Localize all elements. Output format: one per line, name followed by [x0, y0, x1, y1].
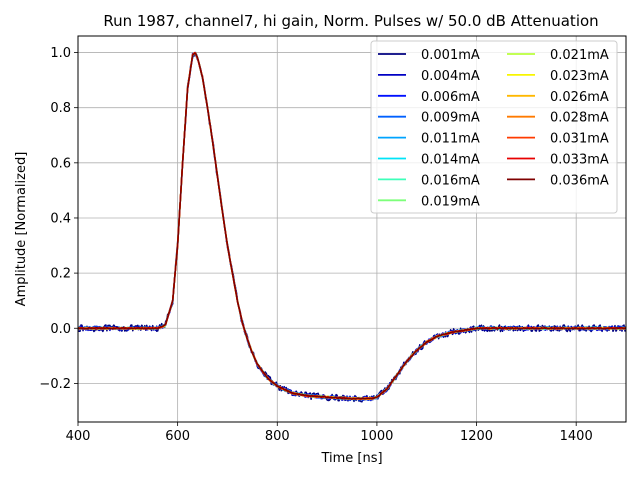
- series-line-0.036mA: [78, 52, 626, 400]
- plot-frame: [77, 35, 627, 423]
- x-axis-label: Time [ns]: [320, 451, 382, 466]
- legend-label: 0.014mA: [421, 153, 480, 168]
- x-axis-ticks: 400 600 800 1000 1200 1400: [66, 422, 593, 444]
- legend-label: 0.011mA: [421, 132, 480, 147]
- series-lines: [78, 51, 626, 403]
- x-tick-label: 1400: [560, 429, 593, 444]
- y-axis-ticks: −0.2 0.0 0.2 0.4 0.6 0.8 1.0: [39, 46, 78, 392]
- y-tick-label: 0.8: [50, 101, 71, 116]
- y-tick-label: −0.2: [39, 377, 71, 392]
- legend-label: 0.026mA: [550, 90, 609, 105]
- x-tick-label: 1000: [360, 429, 393, 444]
- y-tick-label: 0.4: [50, 211, 71, 226]
- legend-label: 0.004mA: [421, 69, 480, 84]
- legend-label: 0.028mA: [550, 111, 609, 126]
- legend-label: 0.023mA: [550, 69, 609, 84]
- y-axis-label: Amplitude [Normalized]: [14, 152, 29, 307]
- x-tick-label: 800: [265, 429, 290, 444]
- y-tick-label: 0.6: [50, 156, 71, 171]
- legend-label: 0.031mA: [550, 132, 609, 147]
- y-tick-label: 0.2: [50, 267, 71, 282]
- legend-label: 0.001mA: [421, 48, 480, 63]
- y-tick-label: 1.0: [50, 46, 71, 61]
- y-tick-label: 0.0: [50, 322, 71, 337]
- legend-label: 0.021mA: [550, 48, 609, 63]
- legend-items: 0.001mA 0.004mA 0.006mA 0.009mA 0.011mA 0.014…: [378, 48, 609, 209]
- legend-label: 0.009mA: [421, 111, 480, 126]
- legend: 0.001mA 0.004mA 0.006mA 0.009mA 0.011mA 0.014…: [370, 40, 618, 214]
- legend-label: 0.033mA: [550, 153, 609, 168]
- legend-label: 0.036mA: [550, 173, 609, 188]
- x-tick-label: 400: [66, 429, 91, 444]
- legend-label: 0.016mA: [421, 173, 480, 188]
- chart-title: Run 1987, channel7, hi gain, Norm. Pulse…: [103, 12, 598, 30]
- legend-label: 0.019mA: [421, 194, 480, 209]
- legend-label: 0.006mA: [421, 90, 480, 105]
- legend-box: [370, 40, 618, 214]
- x-tick-label: 600: [165, 429, 190, 444]
- x-tick-label: 1200: [460, 429, 493, 444]
